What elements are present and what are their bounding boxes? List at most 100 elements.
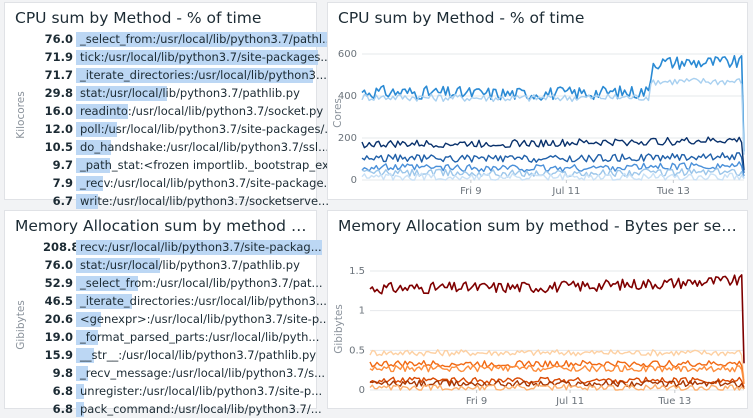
list-item-bar-track: <genexpr>:/usr/local/lib/python3.7/site-… <box>76 311 331 327</box>
list-item[interactable]: 19.0 _format_parsed_parts:/usr/local/lib/… <box>43 328 319 346</box>
list-item-value: 9.7 <box>52 158 73 172</box>
panel-title[interactable]: Memory Allocation sum by method - Byt... <box>15 217 308 235</box>
cpu-line-chart[interactable]: 0 200 400 600 Fri 9 Jul 11 Tue 13 <box>328 3 747 199</box>
list-item-bar-track: write:/usr/local/lib/python3.7/socketser… <box>76 193 329 209</box>
list-item[interactable]: 71.9 tick:/usr/local/lib/python3.7/site-p… <box>43 48 331 66</box>
cpu-toplist-panel: CPU sum by Method - % of time Kilocores … <box>4 2 340 209</box>
axis-label: Kilocores <box>15 91 27 139</box>
list-item[interactable]: 6.8 unregister:/usr/local/lib/python3.7/s… <box>43 382 322 400</box>
list-item-bar-track: _select_from:/usr/local/lib/python3.7/pa… <box>76 31 333 47</box>
list-item-label: write:/usr/local/lib/python3.7/socketser… <box>80 193 329 208</box>
list-item-value: 15.9 <box>44 348 73 362</box>
list-item-value: 9.8 <box>52 366 73 380</box>
list-item-label: _select_from:/usr/local/lib/python3.7/pa… <box>80 275 323 290</box>
list-item-bar <box>76 383 85 399</box>
x-tick-label: Tue 13 <box>657 396 691 407</box>
list-item-label: _iterate_directories:/usr/local/lib/pyth… <box>80 67 327 82</box>
list-item-bar <box>76 293 132 309</box>
memory-line-chart[interactable]: 0 0.5 1 1.5 Fri 9 Jul 11 Tue 13 <box>328 211 747 408</box>
list-item-label: <genexpr>:/usr/local/lib/python3.7/site-… <box>80 311 331 326</box>
list-item-bar <box>76 31 333 47</box>
series-line <box>369 359 745 384</box>
list-item-bar <box>76 49 318 65</box>
list-item-bar <box>76 103 129 119</box>
list-item[interactable]: 29.8 stat:/usr/local/lib/python3.7/pathli… <box>43 84 308 102</box>
list-item[interactable]: 9.7 _path_stat:<frozen importlib._bootstr… <box>43 156 340 174</box>
list-item-label: tick:/usr/local/lib/python3.7/site-packa… <box>80 49 332 64</box>
list-item[interactable]: 16.0 readinto:/usr/local/lib/python3.7/so… <box>43 102 323 120</box>
list-item[interactable]: 12.0 poll:/usr/local/lib/python3.7/site-p… <box>43 120 335 138</box>
list-item[interactable]: 76.0 _select_from:/usr/local/lib/python3.… <box>43 30 333 48</box>
list-item-bar-track: recv:/usr/local/lib/python3.7/site-packa… <box>76 239 322 255</box>
list-item-value: 76.0 <box>44 258 73 272</box>
list-item-value: 6.7 <box>52 194 73 208</box>
list-item-label: stat:/usr/local/lib/python3.7/pathlib.py <box>80 257 300 272</box>
list-item-bar <box>76 175 103 191</box>
list-item-bar <box>76 67 313 83</box>
list-item-bar <box>76 139 112 155</box>
list-item-bar-track: poll:/usr/local/lib/python3.7/site-packa… <box>76 121 336 137</box>
list-item-bar-track: readinto:/usr/local/lib/python3.7/socket… <box>76 103 324 119</box>
list-item-bar-track: _recv:/usr/local/lib/python3.7/site-pack… <box>76 175 335 191</box>
series-line <box>361 161 745 177</box>
memory-toplist-panel: Memory Allocation sum by method - Byt...… <box>4 210 330 417</box>
list-item-label: poll:/usr/local/lib/python3.7/site-packa… <box>80 121 336 136</box>
list-item-value: 16.0 <box>44 104 73 118</box>
series-line <box>361 54 745 152</box>
list-item[interactable]: 10.5 do_handshake:/usr/local/lib/python3.… <box>43 138 333 156</box>
list-item-value: 6.8 <box>52 384 73 398</box>
list-item[interactable]: 46.5 _iterate_directories:/usr/local/lib/… <box>43 292 327 310</box>
list-item-bar <box>76 239 322 255</box>
y-tick-label: 0 <box>359 385 365 396</box>
series-line <box>369 364 745 385</box>
list-item-label: unregister:/usr/local/lib/python3.7/site… <box>80 383 323 398</box>
series-line <box>361 152 745 174</box>
list-item-bar <box>76 85 167 101</box>
list-item[interactable]: 15.9 __str__:/usr/local/lib/python3.7/pat… <box>43 346 316 364</box>
list-item[interactable]: 6.7 write:/usr/local/lib/python3.7/socket… <box>43 192 329 210</box>
series-line <box>361 172 745 181</box>
list-item[interactable]: 208.8 recv:/usr/local/lib/python3.7/site-… <box>43 238 322 256</box>
list-item-value: 208.8 <box>43 240 80 254</box>
list-item[interactable]: 20.6 <genexpr>:/usr/local/lib/python3.7/s… <box>43 310 330 328</box>
list-item-bar <box>76 121 117 137</box>
y-tick-label: 1 <box>359 306 365 317</box>
list-item-value: 71.7 <box>44 68 73 82</box>
list-item[interactable]: 7.9 _recv:/usr/local/lib/python3.7/site-p… <box>43 174 335 192</box>
list-item-value: 10.5 <box>44 140 73 154</box>
x-tick-label: Jul 11 <box>551 186 580 197</box>
list-item-value: 46.5 <box>44 294 73 308</box>
toplist: 208.8 recv:/usr/local/lib/python3.7/site-… <box>43 238 330 418</box>
list-item-bar-track: do_handshake:/usr/local/lib/python3.7/ss… <box>76 139 333 155</box>
list-item-bar-track: _iterate_directories:/usr/local/lib/pyth… <box>76 67 327 83</box>
list-item-label: __str__:/usr/local/lib/python3.7/pathlib… <box>80 347 317 362</box>
list-item[interactable]: 71.7 _iterate_directories:/usr/local/lib/… <box>43 66 327 84</box>
series-line <box>369 383 745 391</box>
list-item-label: stat:/usr/local/lib/python3.7/pathlib.py <box>80 85 300 100</box>
x-tick-label: Fri 9 <box>466 396 487 407</box>
list-item-value: 19.0 <box>44 330 73 344</box>
list-item-label: do_handshake:/usr/local/lib/python3.7/ss… <box>80 139 333 154</box>
list-item-bar <box>76 257 161 273</box>
series-line <box>369 274 745 364</box>
list-item[interactable]: 6.8 pack_command:/usr/local/lib/python3.7… <box>43 400 322 418</box>
list-item-value: 71.9 <box>44 50 73 64</box>
list-item-label: readinto:/usr/local/lib/python3.7/socket… <box>80 103 324 118</box>
list-item[interactable]: 9.8 _recv_message:/usr/local/lib/python3.… <box>43 364 325 382</box>
list-item-bar-track: _path_stat:<frozen importlib._bootstrap_… <box>76 157 340 173</box>
x-tick-label: Fri 9 <box>460 186 481 197</box>
list-item-label: _format_parsed_parts:/usr/local/lib/pyth… <box>80 329 320 344</box>
list-item-value: 7.9 <box>52 176 73 190</box>
toplist: 76.0 _select_from:/usr/local/lib/python3.… <box>43 30 340 210</box>
list-item-bar <box>76 365 88 381</box>
list-item-bar-track: unregister:/usr/local/lib/python3.7/site… <box>76 383 323 399</box>
series-line <box>361 167 745 179</box>
list-item[interactable]: 76.0 stat:/usr/local/lib/python3.7/pathli… <box>43 256 308 274</box>
memory-timeseries-panel: Memory Allocation sum by method - Bytes … <box>327 210 748 409</box>
panel-title[interactable]: CPU sum by Method - % of time <box>15 9 262 27</box>
list-item-bar-track: stat:/usr/local/lib/python3.7/pathlib.py <box>76 257 308 273</box>
series-line <box>361 136 745 171</box>
list-item-value: 29.8 <box>44 86 73 100</box>
list-item[interactable]: 52.9 _select_from:/usr/local/lib/python3.… <box>43 274 323 292</box>
list-item-bar <box>76 157 110 173</box>
